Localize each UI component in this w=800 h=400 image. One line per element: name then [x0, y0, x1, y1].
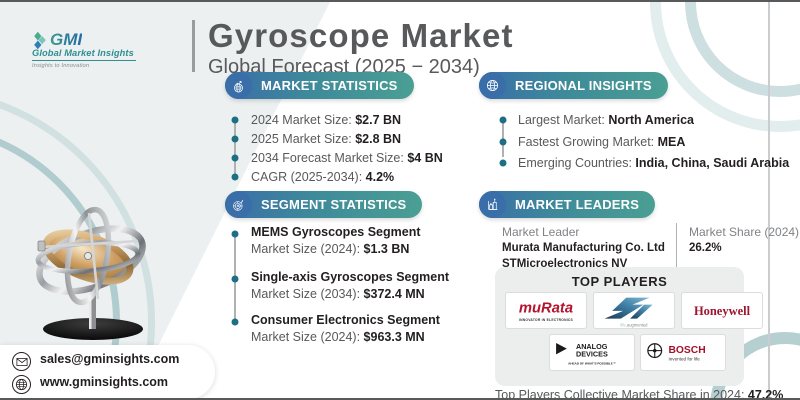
svg-text:AHEAD OF WHAT'S POSSIBLE™: AHEAD OF WHAT'S POSSIBLE™ — [568, 361, 616, 365]
svg-text:INNOVATOR IN ELECTRONICS: INNOVATOR IN ELECTRONICS — [519, 318, 574, 322]
svg-text:muRata: muRata — [519, 300, 573, 316]
svg-text:life.augmented: life.augmented — [621, 322, 649, 327]
svg-text:BOSCH: BOSCH — [668, 345, 705, 356]
svg-text:Invented for life: Invented for life — [668, 357, 700, 362]
svg-text:Honeywell: Honeywell — [694, 303, 751, 317]
svg-text:DEVICES: DEVICES — [576, 350, 608, 359]
